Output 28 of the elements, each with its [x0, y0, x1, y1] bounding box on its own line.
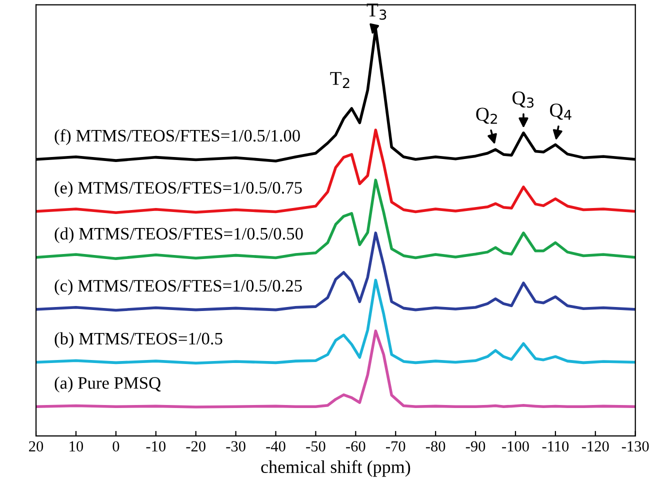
x-tick-label: -120 — [582, 441, 609, 452]
x-tick-label: -70 — [386, 441, 406, 452]
x-tick-label: 0 — [112, 441, 120, 452]
x-tick-label: -40 — [266, 441, 286, 452]
series-label: (f) MTMS/TEOS/FTES=1/0.5/1.00 — [54, 129, 300, 146]
series-label: (c) MTMS/TEOS/FTES=1/0.5/0.25 — [54, 279, 302, 296]
x-tick-label: -80 — [426, 441, 446, 452]
x-tick-label: -130 — [622, 441, 649, 452]
series-label: (d) MTMS/TEOS/FTES=1/0.5/0.50 — [54, 227, 303, 244]
x-tick-label: 20 — [29, 441, 44, 452]
x-tick-label: -60 — [346, 441, 366, 452]
annotation: Q$_{2}$ — [476, 108, 497, 124]
annotation: Q$_{3}$ — [512, 91, 534, 108]
series-label: (b) MTMS/TEOS=1/0.5 — [54, 332, 222, 348]
x-tick-label: -110 — [542, 441, 569, 452]
x-tick-label: -10 — [146, 441, 166, 452]
annotation: Q$_{4}$ — [550, 104, 572, 120]
annotation: T$_{2}$ — [330, 72, 350, 88]
x-tick-label: -100 — [502, 441, 529, 452]
x-tick-label: -50 — [306, 441, 326, 452]
x-tick-label: -30 — [226, 441, 246, 452]
x-tick-label: 10 — [70, 441, 84, 452]
series-label: (a) Pure PMSQ — [54, 376, 161, 392]
x-axis-title: chemical shift (ppm) — [261, 460, 410, 477]
series-label: (e) MTMS/TEOS/FTES=1/0.5/0.75 — [54, 181, 302, 198]
x-tick-label: -20 — [186, 441, 206, 452]
annotation: T$_{3}$ — [366, 4, 386, 20]
x-tick-label: -90 — [466, 441, 486, 452]
